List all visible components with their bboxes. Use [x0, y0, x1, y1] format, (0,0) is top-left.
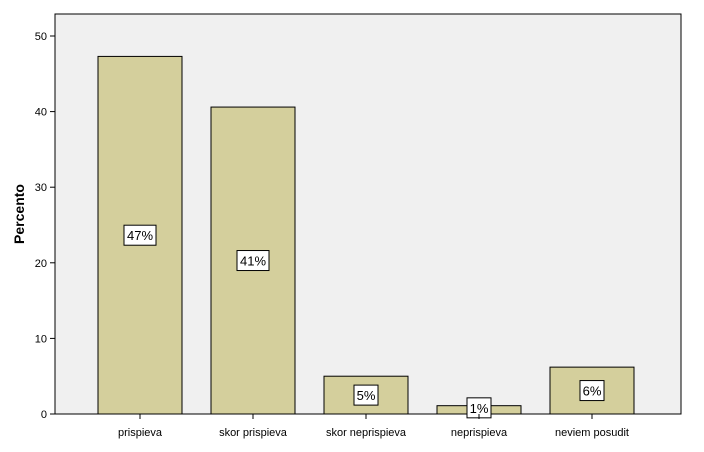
y-tick-label: 0 — [41, 409, 47, 421]
data-label-box — [236, 250, 270, 272]
y-tick-label: 10 — [35, 333, 47, 345]
x-tick-label: skor neprispieva — [326, 427, 407, 439]
data-label-box — [579, 380, 605, 402]
x-tick-label: neprispieva — [451, 427, 508, 439]
data-label-text: 1% — [470, 401, 489, 416]
data-label-text: 6% — [583, 384, 602, 399]
y-tick-label: 30 — [35, 182, 47, 194]
y-axis: 0 10 20 30 40 50 — [35, 31, 55, 421]
bars: 47% 41% 5% 1% 6% — [97, 55, 635, 419]
data-label-box — [123, 224, 157, 246]
y-tick-label: 20 — [35, 258, 47, 270]
data-label: 6% — [579, 380, 605, 402]
data-label-text: 41% — [240, 254, 266, 269]
x-tick-label: prispieva — [118, 427, 163, 439]
data-label: 1% — [466, 397, 492, 419]
data-label: 47% — [123, 224, 157, 246]
data-label-text: 5% — [357, 388, 376, 403]
data-label: 5% — [353, 384, 379, 406]
data-label-text: 47% — [127, 228, 153, 243]
y-tick-label: 50 — [35, 31, 47, 43]
x-tick-label: skor prispieva — [219, 427, 288, 439]
data-label: 41% — [236, 250, 270, 272]
x-tick-label: neviem posudit — [555, 427, 629, 439]
data-label-box — [353, 384, 379, 406]
y-tick-label: 40 — [35, 107, 47, 119]
x-axis: prispieva skor prispieva skor neprispieva n… — [118, 414, 629, 439]
y-axis-title: Percento — [11, 184, 27, 244]
